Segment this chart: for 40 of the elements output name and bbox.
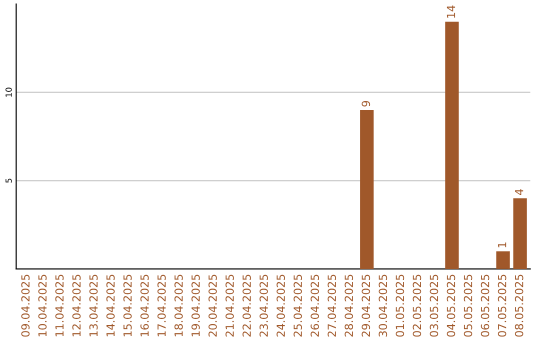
x-tick-label: 02.05.2025 (412, 274, 422, 337)
x-tick-label: 22.04.2025 (242, 274, 251, 337)
x-tick-label: 04.05.2025 (446, 274, 456, 337)
x-tick-label: 27.04.2025 (328, 274, 336, 337)
x-tick-label: 13.04.2025 (89, 274, 98, 336)
x-tick-label: 10.04.2025 (38, 274, 47, 336)
x-tick-label: 12.04.2025 (72, 274, 81, 336)
x-tick-label: 03.05.2025 (430, 274, 438, 337)
bar (496, 251, 510, 269)
x-tick-label: 01.05.2025 (396, 274, 404, 337)
x-tick-label: 09.04.2025 (21, 274, 30, 337)
bar (513, 198, 527, 269)
x-tick-label: 20.04.2025 (208, 274, 217, 337)
x-tick-label: 08.05.2025 (514, 274, 524, 337)
data-label: 9 (362, 100, 370, 107)
x-tick-label: 11.04.2025 (55, 274, 64, 336)
x-tick-label: 29.04.2025 (362, 274, 370, 337)
data-label: 14 (446, 5, 456, 18)
y-tick-label: 5 (6, 178, 12, 183)
data-label: 4 (515, 189, 524, 195)
data-label: 1 (498, 242, 506, 248)
x-tick-label: 05.05.2025 (464, 274, 472, 337)
x-tick-label: 19.04.2025 (191, 274, 200, 336)
x-tick-label: 26.04.2025 (310, 274, 320, 337)
x-tick-label: 28.04.2025 (344, 274, 354, 337)
x-tick-label: 24.04.2025 (276, 274, 285, 337)
x-tick-label: 25.04.2025 (294, 274, 302, 337)
x-tick-label: 16.04.2025 (140, 274, 149, 336)
x-tick-label: 23.04.2025 (260, 274, 268, 337)
x-tick-label: 07.05.2025 (498, 274, 506, 337)
x-tick-label: 14.04.2025 (106, 274, 115, 336)
x-tick-label: 17.04.2025 (157, 274, 166, 336)
x-tick-label: 30.04.2025 (378, 274, 388, 337)
bar (360, 110, 374, 269)
x-tick-label: 18.04.2025 (174, 274, 183, 336)
x-tick-label: 21.04.2025 (226, 274, 234, 337)
y-tick-label: 10 (6, 88, 12, 97)
x-tick-label: 06.05.2025 (480, 274, 490, 337)
x-tick-label: 15.04.2025 (123, 274, 132, 336)
bar (445, 22, 459, 269)
